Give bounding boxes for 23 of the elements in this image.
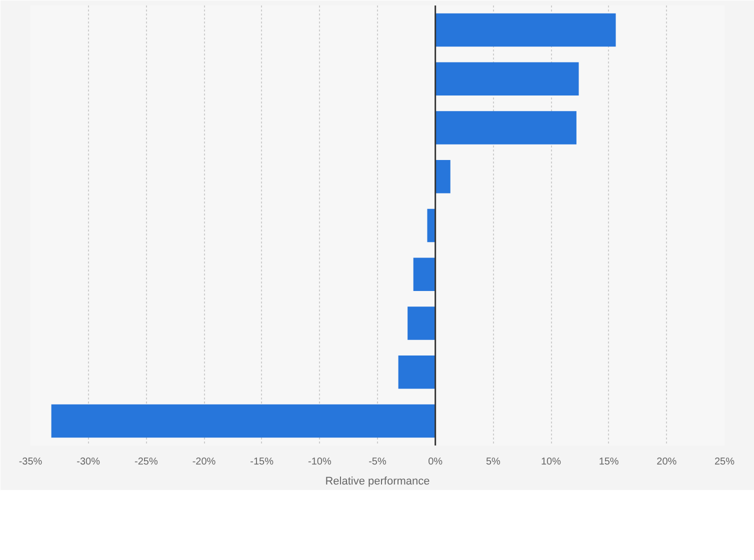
x-tick-label: -15%	[250, 456, 274, 468]
bar	[398, 356, 436, 389]
x-tick-label: -20%	[192, 456, 216, 468]
bar	[413, 258, 436, 292]
bar	[51, 404, 436, 438]
x-tick-label: 5%	[486, 456, 500, 468]
x-tick-label: -30%	[76, 456, 100, 468]
x-tick-label: 20%	[656, 456, 677, 468]
bar	[435, 62, 579, 96]
x-tick-label: 0%	[428, 456, 443, 468]
x-axis-title: Relative performance	[325, 476, 430, 488]
bar	[435, 13, 616, 47]
bar	[408, 306, 436, 340]
x-tick-label: -10%	[308, 456, 332, 468]
bar	[427, 208, 436, 242]
x-tick-label: 25%	[714, 456, 735, 468]
x-tick-label: 10%	[540, 456, 562, 468]
x-tick-label: -35%	[18, 456, 42, 468]
bar	[435, 111, 576, 144]
x-tick-label: 15%	[598, 456, 619, 468]
x-tick-label: -5%	[368, 456, 386, 468]
bar	[435, 160, 450, 194]
x-tick-label: -25%	[134, 456, 158, 468]
